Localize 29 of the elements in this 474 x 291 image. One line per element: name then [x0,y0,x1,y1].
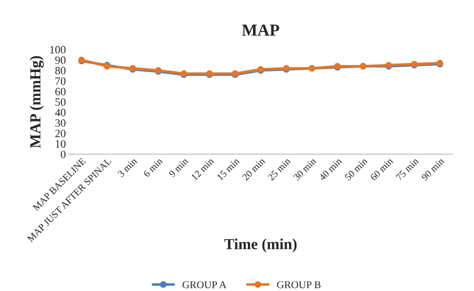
x-tick-label: 12 min [191,157,214,180]
y-tick-label: 10 [56,140,66,148]
y-axis-title: MAP (mmHg) [30,56,44,148]
y-tick-label: 80 [55,66,66,74]
legend-label: GROUP A [182,281,227,288]
y-tick-label: 0 [60,150,66,158]
x-tick-label: 20 min [242,157,266,181]
y-tick-label: 40 [55,108,66,116]
x-tick-label: 50 min [344,157,368,181]
x-tick-label: 6 min [142,157,164,178]
x-tick-label: 15 min [216,157,240,181]
x-tick-label: 25 min [268,157,292,181]
y-tick-label: 50 [55,98,66,106]
y-tick-label: 100 [50,46,66,54]
x-tick-label: 40 min [318,157,342,181]
x-axis-title: Time (min) [224,238,297,252]
legend-label: GROUP B [277,281,321,288]
x-tick-label: 60 min [370,157,394,181]
x-tick-label: 75 min [396,157,420,181]
x-tick-label: 90 min [421,157,445,181]
x-tick-label: 9 min [168,157,189,178]
y-tick-label: 20 [55,130,66,138]
y-tick-label: 70 [56,77,66,85]
y-tick-label: 90 [55,56,66,64]
y-tick-label: 60 [55,88,66,96]
y-tick-label: 30 [55,119,66,127]
chart-title: MAP [242,24,280,36]
x-tick-label: 3 min [117,157,138,178]
x-tick-label: 30 min [293,157,317,181]
